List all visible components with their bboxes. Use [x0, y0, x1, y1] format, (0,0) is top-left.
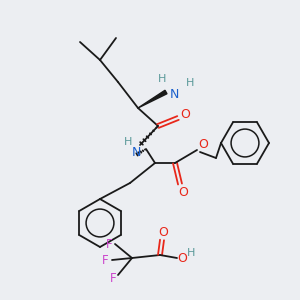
Text: H: H	[186, 78, 194, 88]
Text: H: H	[187, 248, 195, 258]
Text: N: N	[131, 146, 141, 158]
Text: O: O	[180, 109, 190, 122]
Text: O: O	[177, 251, 187, 265]
Text: F: F	[102, 254, 108, 266]
Text: F: F	[110, 272, 116, 284]
Polygon shape	[138, 90, 167, 108]
Text: F: F	[106, 238, 112, 250]
Text: O: O	[158, 226, 168, 239]
Text: N: N	[169, 88, 179, 100]
Text: H: H	[124, 137, 132, 147]
Text: H: H	[158, 74, 166, 84]
Text: O: O	[178, 185, 188, 199]
Text: O: O	[198, 139, 208, 152]
